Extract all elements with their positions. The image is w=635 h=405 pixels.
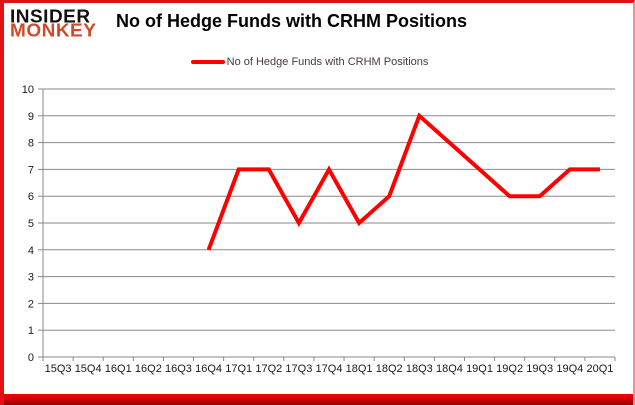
x-tick-label: 18Q3 xyxy=(406,363,433,375)
x-tick-label: 19Q1 xyxy=(466,363,493,375)
x-tick-label: 20Q1 xyxy=(586,363,613,375)
y-tick-label: 2 xyxy=(28,298,34,310)
x-tick-label: 19Q2 xyxy=(496,363,523,375)
legend-label: No of Hedge Funds with CRHM Positions xyxy=(226,56,429,68)
x-tick-label: 18Q1 xyxy=(346,363,373,375)
x-tick-label: 16Q1 xyxy=(105,363,132,375)
x-tick-label: 17Q2 xyxy=(255,363,282,375)
bottom-red-band xyxy=(4,394,633,405)
x-tick-label: 16Q3 xyxy=(165,363,192,375)
y-tick-label: 5 xyxy=(28,218,34,230)
y-tick-label: 7 xyxy=(28,164,34,176)
x-tick-label: 17Q3 xyxy=(285,363,312,375)
chart-title: No of Hedge Funds with CRHM Positions xyxy=(116,11,467,31)
x-tick-label: 17Q1 xyxy=(225,363,252,375)
logo-text-monkey: MONKEY xyxy=(10,21,97,42)
insider-monkey-logo: INSIDER MONKEY xyxy=(10,7,97,42)
y-tick-label: 10 xyxy=(22,84,34,96)
x-tick-label: 15Q3 xyxy=(45,363,72,375)
x-tick-label: 17Q4 xyxy=(316,363,343,375)
y-tick-label: 6 xyxy=(28,191,34,203)
x-tick-label: 18Q4 xyxy=(436,363,463,375)
chart-legend: No of Hedge Funds with CRHM Positions xyxy=(4,56,624,68)
x-tick-label: 15Q4 xyxy=(75,363,102,375)
y-tick-label: 3 xyxy=(28,272,34,284)
y-tick-label: 0 xyxy=(28,352,34,364)
x-tick-label: 16Q4 xyxy=(195,363,222,375)
logo-text-insider: INSIDER xyxy=(10,7,91,28)
legend-line-swatch xyxy=(190,60,225,64)
line-chart-canvas: 0 1 2 3 4 5 6 7 8 9 10 15Q3 15Q4 16Q1 16Q2 16Q3 16Q4 17Q1… xyxy=(22,84,616,375)
y-tick-label: 9 xyxy=(28,111,34,123)
x-tick-label: 16Q2 xyxy=(135,363,162,375)
x-tick-label: 19Q3 xyxy=(526,363,553,375)
y-tick-label: 1 xyxy=(28,325,34,337)
y-tick-label: 8 xyxy=(28,138,34,150)
y-tick-label: 4 xyxy=(28,245,34,257)
series-line xyxy=(206,112,600,251)
x-tick-label: 19Q4 xyxy=(556,363,583,375)
x-tick-label: 18Q2 xyxy=(376,363,403,375)
